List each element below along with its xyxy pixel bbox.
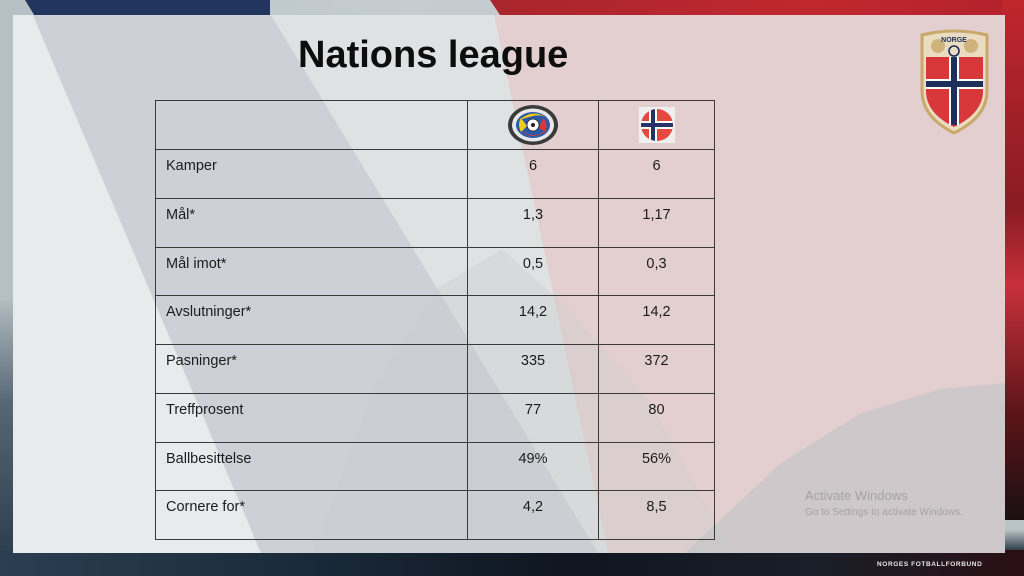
stats-table: Kamper 6 6 Mål* 1,3 1,17 Mål imot* 0,5 0… — [155, 100, 715, 540]
norway-value: 6 — [598, 149, 715, 199]
table-row: Pasninger* 335 372 — [155, 344, 715, 394]
norway-flag-icon — [638, 107, 675, 143]
activate-windows-title: Activate Windows — [805, 488, 908, 503]
romania-value: 0,5 — [467, 246, 599, 297]
crest-text: NORGE — [941, 37, 967, 44]
row-label: Cornere for* — [155, 490, 468, 540]
romania-federation-logo-icon — [508, 105, 558, 145]
romania-value: 1,3 — [467, 197, 599, 248]
norway-value: 14,2 — [598, 295, 715, 345]
norway-value: 0,3 — [598, 246, 715, 297]
row-label: Treffprosent — [155, 392, 468, 443]
table-header-row — [155, 100, 715, 150]
row-label: Mål* — [155, 197, 468, 248]
norway-value: 372 — [598, 344, 715, 394]
table-row: Ballbesittelse 49% 56% — [155, 441, 715, 492]
norway-value: 1,17 — [598, 197, 715, 248]
header-norway — [598, 100, 715, 150]
left-edge — [0, 300, 14, 560]
row-label: Pasninger* — [155, 344, 468, 394]
footer-brand: NORGES FOTBALLFORBUND — [877, 561, 983, 568]
header-romania — [467, 100, 599, 150]
romania-value: 49% — [467, 441, 599, 492]
romania-value: 14,2 — [467, 295, 599, 345]
norway-value: 80 — [598, 392, 715, 443]
nff-crest-icon: NORGE — [920, 29, 989, 134]
row-label: Avslutninger* — [155, 295, 468, 345]
row-label: Mål imot* — [155, 246, 468, 297]
norway-value: 8,5 — [598, 490, 715, 540]
romania-value: 77 — [467, 392, 599, 443]
romania-value: 4,2 — [467, 490, 599, 540]
red-edge — [1002, 0, 1024, 520]
norway-value: 56% — [598, 441, 715, 492]
slide-title: Nations league — [298, 34, 569, 76]
bottom-band — [0, 550, 1024, 576]
table-row: Mål imot* 0,5 0,3 — [155, 246, 715, 297]
header-empty-cell — [155, 100, 468, 150]
activate-windows-subtitle: Go to Settings to activate Windows. — [805, 507, 963, 518]
table-row: Mål* 1,3 1,17 — [155, 197, 715, 248]
blue-stripe — [25, 0, 270, 16]
table-row: Treffprosent 77 80 — [155, 392, 715, 443]
row-label: Kamper — [155, 149, 468, 199]
table-row: Cornere for* 4,2 8,5 — [155, 490, 715, 540]
romania-value: 335 — [467, 344, 599, 394]
romania-value: 6 — [467, 149, 599, 199]
table-row: Kamper 6 6 — [155, 149, 715, 199]
row-label: Ballbesittelse — [155, 441, 468, 492]
red-stripe — [490, 0, 1024, 16]
table-row: Avslutninger* 14,2 14,2 — [155, 295, 715, 345]
